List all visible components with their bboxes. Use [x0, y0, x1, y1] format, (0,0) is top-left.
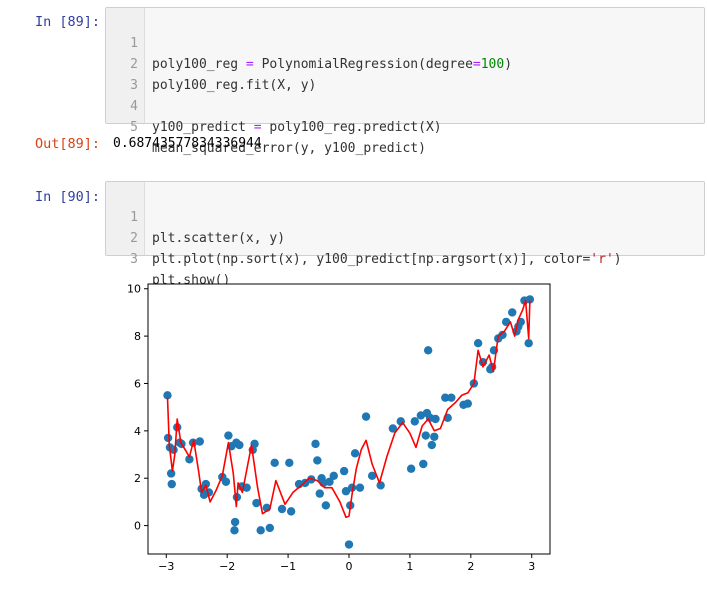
scatter-point — [361, 412, 371, 421]
scatter-point — [441, 393, 450, 402]
x-tick-label: 0 — [346, 560, 353, 573]
scatter-point — [163, 391, 172, 400]
scatter-point — [355, 483, 365, 492]
scatter-point — [252, 498, 261, 508]
input-prompt-90: In [90]: — [34, 189, 100, 205]
y-tick-label: 2 — [134, 472, 141, 485]
code-text: poly100_reg = PolynomialRegression(degre… — [152, 57, 513, 72]
scatter-point — [508, 308, 517, 317]
scatter-point — [350, 449, 360, 458]
code-line: 4 y100_predict = poly100_reg.predict(X) — [106, 75, 441, 135]
output-prompt-89: Out[89]: — [34, 136, 100, 152]
scatter-point — [388, 424, 398, 433]
scatter-point — [321, 501, 331, 510]
code-line: 1 poly100_reg = PolynomialRegression(deg… — [106, 12, 512, 72]
scatter-plot: −3 −2 −1 0 1 2 3 0 2 4 6 8 10 — [127, 283, 551, 573]
x-tick-label: −1 — [280, 560, 296, 573]
line-number: 3 — [130, 252, 138, 267]
scatter-point — [242, 483, 251, 492]
prediction-line — [166, 299, 531, 519]
scatter-point — [498, 330, 507, 340]
scatter-point — [325, 477, 334, 486]
scatter-point — [341, 487, 351, 496]
scatter-point — [339, 466, 349, 476]
code-line: 3 — [106, 54, 138, 93]
scatter-point — [265, 523, 275, 533]
code-cell-89[interactable]: 1 poly100_reg = PolynomialRegression(deg… — [105, 7, 705, 156]
scatter-point — [525, 295, 535, 304]
scatter-point — [473, 339, 483, 348]
code-text: plt.scatter(x, y) — [152, 231, 286, 246]
y-tick-label: 0 — [134, 520, 141, 533]
code-cell-90[interactable]: 1 plt.scatter(x, y) 2 plt.plot(np.sort(x… — [105, 181, 705, 288]
x-tick-label: 1 — [406, 560, 413, 573]
scatter-point — [311, 439, 320, 449]
line-number: 1 — [130, 210, 138, 225]
x-tick-label: −3 — [158, 560, 174, 573]
scatter-point — [195, 437, 204, 446]
scatter-point — [423, 346, 433, 355]
scatter-point — [431, 414, 440, 424]
code-line: 3 plt.show() — [106, 228, 230, 288]
output-value: 0.68743577834336944 — [113, 136, 262, 151]
scatter-point — [367, 471, 377, 481]
scatter-point — [201, 479, 211, 489]
scatter-point — [285, 458, 294, 468]
scatter-point — [230, 526, 239, 535]
scatter-point — [315, 489, 324, 498]
line-number-gutter — [106, 182, 145, 255]
code-text: y100_predict = poly100_reg.predict(X) — [152, 120, 442, 135]
scatter-point — [270, 458, 279, 468]
scatter-point — [430, 432, 439, 441]
scatter-point — [256, 526, 265, 535]
scatter-point — [410, 417, 419, 426]
scatter-point — [167, 479, 176, 489]
code-line: 2 poly100_reg.fit(X, y) — [106, 33, 316, 93]
line-number: 2 — [130, 57, 138, 72]
scatter-point — [447, 393, 456, 402]
scatter-point — [277, 504, 287, 514]
line-number: 4 — [130, 99, 138, 114]
x-tick-label: 2 — [467, 560, 474, 573]
scatter-point — [224, 431, 233, 440]
scatter-point — [427, 440, 437, 450]
axis-ticks: −3 −2 −1 0 1 2 3 0 2 4 6 8 10 — [127, 283, 535, 573]
code-text: plt.plot(np.sort(x), y100_predict[np.arg… — [152, 252, 622, 267]
prediction-curve — [166, 299, 531, 519]
scatter-point — [376, 481, 385, 490]
scatter-point — [250, 439, 259, 449]
scatter-point — [230, 517, 240, 527]
line-number: 5 — [130, 120, 138, 135]
code-text: mean_squared_error(y, y100_predict) — [152, 141, 426, 156]
code-line: 5 mean_squared_error(y, y100_predict) — [106, 96, 426, 156]
line-number-gutter — [106, 8, 145, 123]
scatter-point — [286, 507, 296, 516]
scatter-point — [406, 464, 416, 473]
scatter-point — [166, 469, 176, 478]
code-text: poly100_reg.fit(X, y) — [152, 78, 317, 93]
line-number: 1 — [130, 36, 138, 51]
x-tick-label: 3 — [528, 560, 535, 573]
line-number: 2 — [130, 231, 138, 246]
scatter-point — [313, 456, 322, 465]
code-line: 2 plt.plot(np.sort(x), y100_predict[np.a… — [106, 207, 621, 267]
line-number: 3 — [130, 78, 138, 93]
scatter-point — [463, 399, 472, 408]
input-prompt-89: In [89]: — [34, 14, 100, 30]
x-tick-label: −2 — [219, 560, 235, 573]
scatter-point — [421, 431, 430, 440]
scatter-point — [344, 540, 354, 549]
scatter-point — [163, 433, 173, 443]
scatter-point — [185, 455, 194, 464]
scatter-point — [524, 339, 533, 348]
y-tick-label: 8 — [134, 330, 141, 343]
scatter-point — [329, 471, 338, 481]
y-tick-label: 10 — [127, 283, 141, 296]
y-tick-label: 4 — [134, 425, 141, 438]
scatter-point — [235, 440, 244, 450]
scatter-point — [221, 477, 231, 486]
code-line: 1 plt.scatter(x, y) — [106, 186, 285, 246]
scatter-point — [419, 459, 428, 469]
y-tick-label: 6 — [134, 377, 141, 390]
